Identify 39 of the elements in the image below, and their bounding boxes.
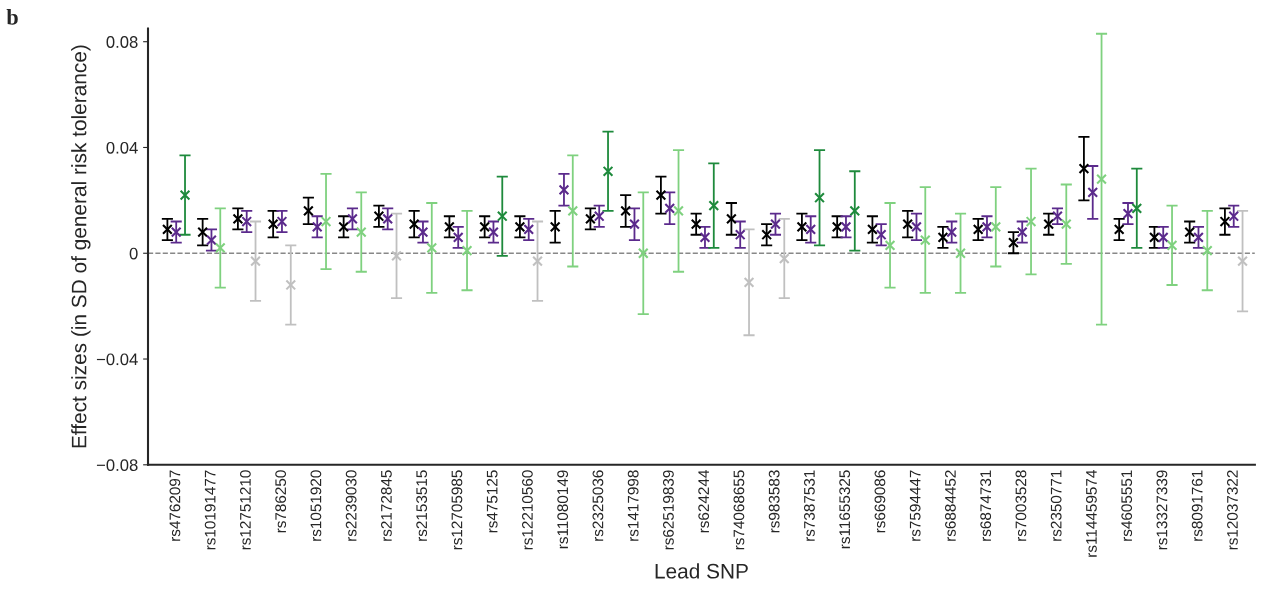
- x-tick-label: rs11080149: [557, 470, 569, 549]
- x-tick-label: rs669086: [874, 470, 886, 533]
- x-tick-label: rs624244: [698, 470, 710, 533]
- y-axis-title: Effect sizes (in SD of general risk tolerance): [71, 45, 91, 448]
- x-tick-label: rs2350771: [1050, 470, 1062, 541]
- x-tick-label: rs74068655: [733, 470, 745, 550]
- x-tick-label: rs10191477: [204, 470, 216, 550]
- x-tick-label: rs7003528: [1015, 470, 1027, 541]
- x-axis-title: Lead SNP: [655, 563, 748, 579]
- y-tick-label: 0: [129, 247, 138, 260]
- y-tick-label: 0.04: [106, 141, 138, 154]
- x-tick-label: rs7387531: [804, 470, 815, 541]
- x-tick-label: rs12751210: [239, 470, 251, 550]
- x-tick-label: rs1417998: [627, 470, 639, 541]
- x-tick-label: rs6884452: [945, 470, 956, 541]
- x-tick-label: rs475125: [486, 470, 498, 533]
- x-tick-label: rs62519839: [663, 470, 674, 550]
- x-tick-label: rs6874731: [980, 470, 992, 541]
- x-tick-label: rs2325036: [592, 470, 604, 541]
- x-tick-label: rs12037322: [1227, 470, 1238, 550]
- x-tick-label: rs2153515: [416, 470, 428, 541]
- x-tick-label: rs11655325: [839, 470, 851, 549]
- x-tick-label: rs786250: [275, 470, 287, 533]
- x-tick-label: rs7594447: [909, 470, 921, 541]
- y-tick-label: 0.08: [106, 36, 138, 48]
- x-tick-label: rs2172845: [380, 470, 392, 541]
- x-tick-label: rs12705985: [451, 470, 463, 550]
- x-tick-label: rs114459574: [1086, 470, 1097, 557]
- x-tick-label: rs13327339: [1156, 470, 1168, 550]
- x-tick-label: rs2239030: [345, 470, 357, 541]
- y-tick-label: −0.04: [96, 353, 138, 366]
- x-tick-label: rs4762097: [169, 470, 181, 541]
- x-tick-label: rs983583: [768, 470, 780, 533]
- x-tick-label: rs8091761: [1191, 470, 1203, 541]
- x-tick-label: rs1051920: [310, 470, 322, 541]
- x-tick-label: rs12210560: [522, 470, 533, 550]
- text: b: [6, 9, 18, 25]
- x-tick-label: rs4605551: [1121, 470, 1133, 541]
- y-tick-label: −0.08: [96, 459, 138, 472]
